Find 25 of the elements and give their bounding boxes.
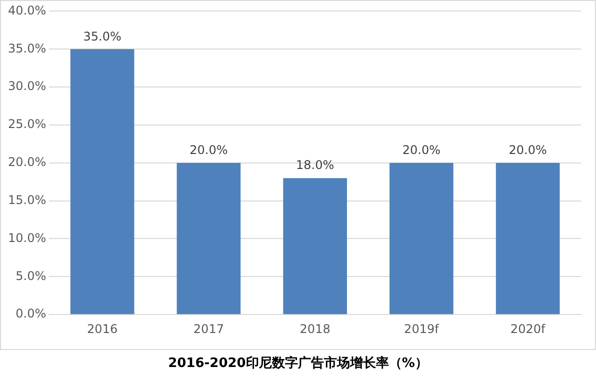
x-tick-label: 2017 bbox=[193, 322, 224, 336]
x-tick-label: 2019f bbox=[404, 322, 440, 336]
y-tick-label: 30.0% bbox=[8, 79, 46, 94]
y-tick-label: 25.0% bbox=[8, 117, 46, 132]
x-tick-label: 2020f bbox=[510, 322, 546, 336]
bar bbox=[176, 162, 241, 314]
y-tick-label: 5.0% bbox=[16, 268, 46, 283]
y-tick-label: 0.0% bbox=[16, 306, 46, 321]
y-tick-label: 15.0% bbox=[8, 192, 46, 207]
bar bbox=[390, 162, 454, 314]
y-tick-label: 40.0% bbox=[8, 3, 46, 18]
bar bbox=[283, 178, 347, 314]
y-tick-label: 20.0% bbox=[8, 155, 46, 170]
data-label: 20.0% bbox=[508, 143, 547, 158]
data-label: 20.0% bbox=[190, 143, 228, 158]
data-label: 20.0% bbox=[402, 143, 440, 158]
y-tick-label: 10.0% bbox=[8, 230, 46, 245]
bar bbox=[496, 162, 560, 314]
x-tick-label: 2016 bbox=[87, 322, 118, 336]
text: 2016-2020印尼数字广告市场增长率（%） bbox=[167, 354, 429, 372]
data-label: 18.0% bbox=[296, 158, 334, 172]
x-tick-label: 2018 bbox=[300, 322, 330, 336]
data-label: 35.0% bbox=[83, 29, 122, 44]
bar bbox=[70, 49, 134, 314]
y-tick-label: 35.0% bbox=[8, 41, 46, 56]
